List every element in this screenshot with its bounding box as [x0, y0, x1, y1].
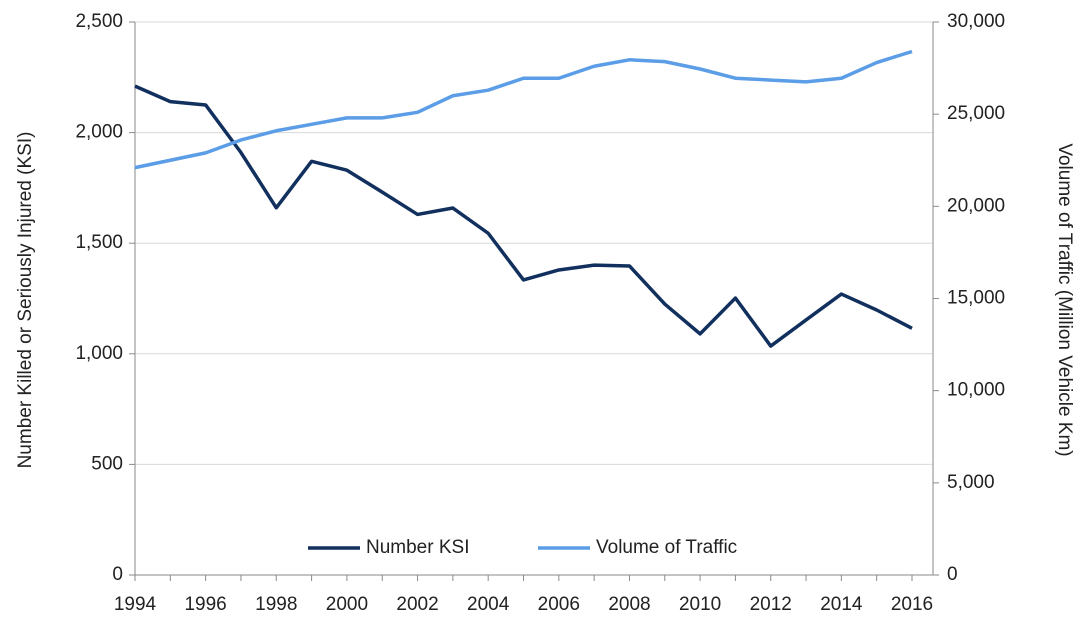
y2-tick-label: 5,000: [947, 472, 995, 493]
y2-tick-label: 20,000: [947, 195, 1005, 216]
y2-axis-title: Volume of Traffic (Million Vehicle Km): [1054, 143, 1075, 456]
x-tick-label: 2014: [820, 594, 863, 614]
y-tick-label: 1,000: [75, 343, 123, 364]
y-tick-label: 1,500: [75, 232, 123, 253]
x-tick-label: 2004: [467, 594, 510, 614]
y2-tick-label: 10,000: [947, 380, 1005, 401]
x-tick-label: 1998: [255, 594, 297, 614]
x-tick-label: 2006: [538, 594, 580, 614]
y-tick-label: 500: [91, 453, 123, 474]
x-tick-label: 2000: [326, 594, 368, 614]
y-tick-label: 2,500: [75, 11, 123, 32]
y2-tick-label: 0: [947, 564, 958, 585]
x-tick-label: 2016: [891, 594, 933, 614]
x-tick-label: 2010: [679, 594, 721, 614]
y-tick-label: 2,000: [75, 122, 123, 143]
y-tick-label: 0: [112, 564, 123, 585]
y2-tick-label: 15,000: [947, 288, 1005, 309]
series-line: [134, 84, 913, 348]
x-tick-label: 1994: [114, 594, 157, 614]
series-line: [134, 49, 913, 170]
legend-label: Volume of Traffic: [596, 537, 737, 558]
y-axis-title: Number Killed or Seriously Injured (KSI): [15, 132, 36, 469]
x-tick-label: 2008: [608, 594, 650, 614]
y2-tick-label: 25,000: [947, 103, 1005, 124]
x-tick-label: 2012: [750, 594, 792, 614]
x-tick-label: 1996: [184, 594, 226, 614]
legend-label: Number KSI: [366, 537, 469, 558]
x-tick-label: 2002: [396, 594, 438, 614]
y2-tick-label: 30,000: [947, 11, 1005, 32]
